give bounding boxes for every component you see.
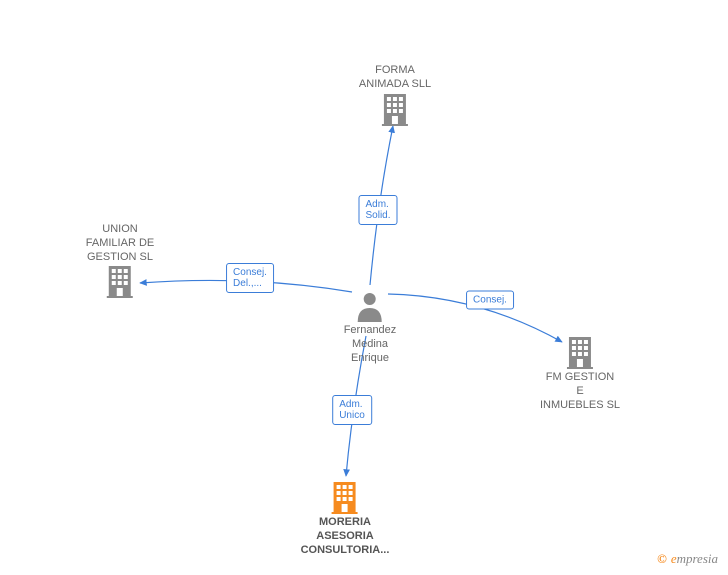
person-label: Fernandez Medina Enrique — [344, 324, 397, 365]
company-fm[interactable]: FM GESTION E INMUEBLES SL — [540, 335, 620, 412]
building-icon — [86, 264, 154, 298]
building-icon — [540, 335, 620, 369]
company-label: FORMA ANIMADA SLL — [359, 64, 431, 92]
edge-union-label: Consej. Del.,... — [226, 263, 274, 293]
building-icon — [301, 480, 390, 514]
watermark: ©empresia — [657, 551, 718, 567]
company-union[interactable]: UNION FAMILIAR DE GESTION SL — [86, 221, 154, 298]
company-forma[interactable]: FORMA ANIMADA SLL — [359, 62, 431, 126]
edge-moreria-label: Adm. Unico — [332, 395, 372, 425]
edge-fm-label: Consej. — [466, 291, 514, 310]
building-icon — [359, 92, 431, 126]
company-label: UNION FAMILIAR DE GESTION SL — [86, 223, 154, 264]
watermark-text: mpresia — [677, 551, 718, 566]
company-label: FM GESTION E INMUEBLES SL — [540, 371, 620, 412]
copyright-symbol: © — [657, 551, 667, 566]
person-icon — [344, 290, 397, 322]
company-label: MORERIA ASESORIA CONSULTORIA... — [301, 516, 390, 557]
person-node[interactable]: Fernandez Medina Enrique — [344, 290, 397, 365]
company-moreria[interactable]: MORERIA ASESORIA CONSULTORIA... — [301, 480, 390, 557]
diagram-canvas: Fernandez Medina Enrique FORMA ANIMADA S… — [0, 0, 728, 575]
edge-forma-label: Adm. Solid. — [358, 195, 397, 225]
